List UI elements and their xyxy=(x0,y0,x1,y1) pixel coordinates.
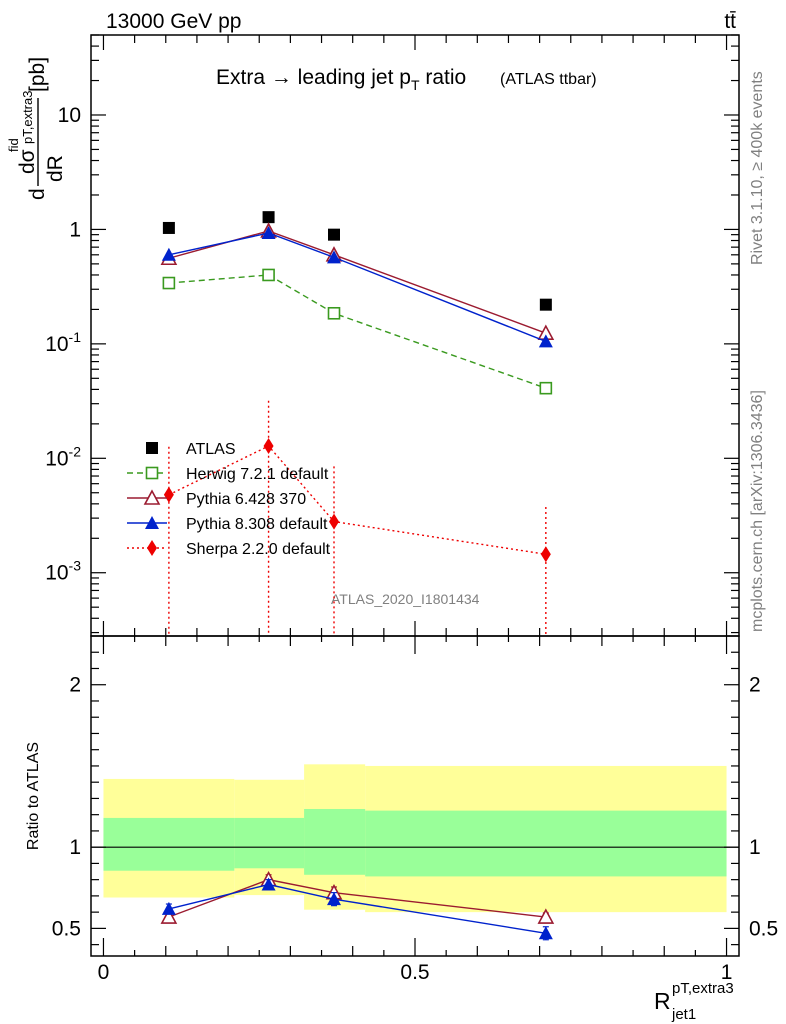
svg-text:pT,extra3: pT,extra3 xyxy=(20,91,35,144)
series-pythia8 xyxy=(161,226,553,348)
watermark-label: ATLAS_2020_I1801434 xyxy=(331,591,480,607)
main-title: Extra → leading jet pT ratio (ATLAS ttba… xyxy=(216,66,597,93)
ratio-ytick-label: 1 xyxy=(69,836,81,859)
ratio-xtick-label: 0 xyxy=(98,961,110,984)
legend-label-pythia8: Pythia 8.308 default xyxy=(186,516,328,533)
legend-label-pythia6: Pythia 6.428 370 xyxy=(186,491,306,508)
ratio-series-pythia6 xyxy=(160,870,555,924)
herwig-point-0 xyxy=(162,276,176,290)
atlas-point-3 xyxy=(539,298,552,311)
herwig-line xyxy=(168,274,547,389)
sherpa-point-1 xyxy=(263,438,274,455)
pythia6-ratio-line xyxy=(168,878,546,918)
pythia8-point-0 xyxy=(161,247,176,261)
ratio-y-axis-title: Ratio to ATLAS xyxy=(25,742,42,850)
rivet-version-label: Rivet 3.1.10, ≥ 400k events xyxy=(749,71,766,265)
pythia8-point-3 xyxy=(538,334,553,348)
main-series-group xyxy=(160,211,555,636)
main-title-text: Extra → leading jet pT ratio xyxy=(216,66,466,93)
main-ytick-label: 10-3 xyxy=(45,558,81,585)
series-atlas xyxy=(162,211,552,311)
svg-text:[pb]: [pb] xyxy=(26,57,49,92)
pythia8-point-2 xyxy=(327,250,341,264)
legend-item-sherpa: Sherpa 2.2.0 default xyxy=(127,540,331,558)
pythia8-ratio-point-2 xyxy=(327,892,341,906)
x-axis-title: R pT,extra3 jet1 xyxy=(654,980,734,1023)
ratio-series-pythia8 xyxy=(161,877,553,941)
pythia6-ratio-point-3 xyxy=(537,908,555,924)
svg-text:fid: fid xyxy=(6,138,21,152)
legend-label-herwig: Herwig 7.2.1 default xyxy=(186,466,329,483)
herwig-point-1 xyxy=(262,268,275,282)
svg-text:pT,extra3: pT,extra3 xyxy=(672,980,734,997)
pythia8-ratio-line xyxy=(168,883,546,934)
svg-text:R: R xyxy=(654,988,671,1014)
ratio-ytick-label: 2 xyxy=(69,674,81,697)
band-inner-1 xyxy=(234,817,305,869)
atlas-point-1 xyxy=(262,211,275,224)
pythia8-point-1 xyxy=(261,226,276,240)
header-right-label: tt̄ xyxy=(724,10,736,33)
svg-text:dR: dR xyxy=(44,155,67,182)
herwig-point-3 xyxy=(539,381,553,395)
legend-marker-pythia8 xyxy=(145,516,159,529)
legend-item-pythia6: Pythia 6.428 370 xyxy=(127,489,306,508)
herwig-point-2 xyxy=(327,306,341,320)
ratio-ytick-label-right: 0.5 xyxy=(749,917,778,940)
ratio-ytick-label: 0.5 xyxy=(52,917,81,940)
pythia8-ratio-point-3 xyxy=(538,926,553,940)
band-inner-2 xyxy=(304,808,366,875)
ratio-ytick-label-right: 1 xyxy=(749,836,761,859)
main-ytick-label: 10-1 xyxy=(45,329,81,356)
svg-text:dσ: dσ xyxy=(16,149,39,174)
sherpa-point-0 xyxy=(163,486,174,503)
ratio-ytick-label-right: 2 xyxy=(749,674,761,697)
main-ytick-label: 10 xyxy=(58,104,81,127)
main-ytick-label: 1 xyxy=(69,218,81,241)
main-y-ticks: 10-3 10-2 10-1 1 10 xyxy=(45,34,739,636)
legend-marker-pythia6 xyxy=(143,489,161,505)
legend: ATLAS Herwig 7.2.1 default Pythia 6.428 37… xyxy=(127,441,331,558)
legend-label-atlas: ATLAS xyxy=(186,441,236,458)
pythia8-ratio-point-0 xyxy=(161,901,176,915)
legend-item-atlas: ATLAS xyxy=(146,441,236,458)
legend-label-sherpa: Sherpa 2.2.0 default xyxy=(186,541,331,558)
main-ytick-label: 10-2 xyxy=(45,443,81,470)
ratio-xtick-label: 1 xyxy=(721,961,733,984)
ratio-series-group xyxy=(160,870,555,941)
pythia6-line xyxy=(168,230,547,334)
series-sherpa xyxy=(163,400,551,636)
pythia6-ratio-point-0 xyxy=(160,908,178,924)
main-title-note: (ATLAS ttbar) xyxy=(500,71,597,88)
sherpa-point-3 xyxy=(540,546,551,563)
band-inner-3 xyxy=(365,810,727,877)
sherpa-point-2 xyxy=(329,513,339,530)
sherpa-line xyxy=(168,445,546,555)
legend-item-herwig: Herwig 7.2.1 default xyxy=(127,466,329,483)
band-inner-0 xyxy=(103,817,235,871)
legend-marker-atlas xyxy=(146,442,158,454)
ratio-ticks: 0.5 0.5 1 1 2 2 0 0.5 1 xyxy=(52,636,778,984)
svg-text:jet1: jet1 xyxy=(671,1006,696,1023)
atlas-point-2 xyxy=(328,228,340,241)
ratio-uncertainty-bands xyxy=(103,764,727,913)
legend-marker-herwig xyxy=(145,466,159,480)
svg-text:d: d xyxy=(26,188,49,200)
pythia8-ratio-point-1 xyxy=(261,877,276,891)
legend-item-pythia8: Pythia 8.308 default xyxy=(127,516,328,533)
main-y-axis-title: d dσ fid pT,extra3 dR [pb] xyxy=(6,57,67,200)
mcplots-label: mcplots.cern.ch [arXiv:1306.3436] xyxy=(749,390,766,632)
header-left-label: 13000 GeV pp xyxy=(106,10,241,33)
legend-marker-sherpa xyxy=(147,540,157,556)
series-herwig xyxy=(162,268,553,395)
pythia8-line xyxy=(168,232,547,343)
atlas-point-0 xyxy=(162,221,175,234)
ratio-xtick-label: 0.5 xyxy=(400,961,429,984)
